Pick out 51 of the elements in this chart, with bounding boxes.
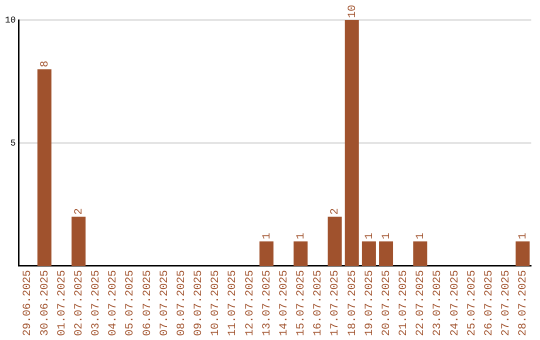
x-tick-label: 25.07.2025: [466, 270, 478, 336]
x-tick-label: 12.07.2025: [244, 270, 256, 336]
x-tick-label: 09.07.2025: [193, 270, 206, 336]
x-tick-label: 07.07.2025: [158, 270, 171, 336]
data-label: 1: [380, 232, 393, 240]
x-tick-label: 20.07.2025: [380, 270, 393, 336]
x-tick-label: 03.07.2025: [90, 270, 103, 336]
bar: [259, 241, 274, 266]
x-tick-label: 19.07.2025: [364, 270, 376, 336]
x-tick-label: 04.07.2025: [108, 270, 120, 336]
x-tick-label: 27.07.2025: [500, 270, 512, 336]
bar: [362, 241, 376, 266]
x-tick-label: 08.07.2025: [176, 270, 188, 336]
bar: [37, 69, 52, 266]
bar: [344, 20, 359, 266]
bar: [379, 241, 394, 266]
x-tick-label: 28.07.2025: [518, 270, 530, 336]
x-tick-label: 13.07.2025: [261, 270, 274, 336]
x-tick-label: 11.07.2025: [227, 270, 240, 336]
x-tick-label: 26.07.2025: [483, 270, 496, 336]
bar: [294, 241, 308, 266]
x-tick-label: 10.07.2025: [210, 270, 222, 336]
data-label: 1: [296, 232, 308, 240]
data-label: 2: [330, 208, 342, 215]
data-label: 1: [518, 232, 530, 240]
bar: [72, 216, 86, 266]
x-tick-label: 18.07.2025: [346, 270, 359, 336]
x-tick-label: 23.07.2025: [432, 270, 444, 336]
x-tick-label: 06.07.2025: [142, 270, 154, 336]
y-tick-label: 5: [10, 138, 16, 148]
x-tick-label: 30.06.2025: [39, 270, 52, 336]
x-tick-label: 02.07.2025: [73, 270, 86, 336]
x-tick-label: 21.07.2025: [398, 270, 410, 336]
bar: [328, 216, 342, 266]
bar: [516, 241, 530, 266]
data-label: 1: [261, 232, 274, 240]
data-label: 1: [364, 232, 376, 240]
x-tick-label: 29.06.2025: [22, 270, 34, 336]
x-tick-label: 05.07.2025: [124, 270, 137, 336]
data-label: 2: [73, 208, 86, 215]
x-tick-label: 01.07.2025: [56, 270, 68, 336]
x-tick-label: 22.07.2025: [415, 270, 428, 336]
x-tick-label: 16.07.2025: [312, 270, 325, 336]
bar: [413, 241, 428, 266]
data-label: 8: [39, 60, 52, 68]
data-label: 10: [346, 4, 359, 18]
x-tick-label: 17.07.2025: [330, 270, 342, 336]
data-label: 1: [415, 232, 428, 240]
x-tick-label: 24.07.2025: [449, 270, 462, 336]
x-tick-label: 15.07.2025: [296, 270, 308, 336]
x-tick-label: 14.07.2025: [278, 270, 290, 336]
